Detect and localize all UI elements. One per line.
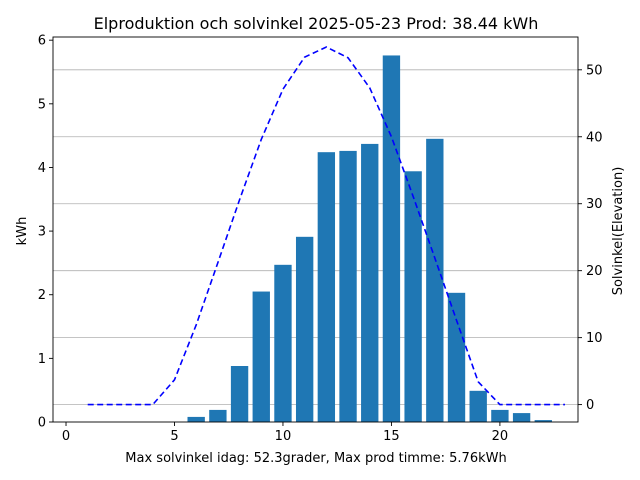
line-layer xyxy=(87,46,565,406)
bar xyxy=(404,171,422,422)
bar xyxy=(447,292,466,422)
grid-layer xyxy=(53,69,578,405)
x-tick-label: 0 xyxy=(62,429,70,444)
chart-title: Elproduktion och solvinkel 2025-05-23 Pr… xyxy=(94,14,539,33)
x-axis-label: Max solvinkel idag: 52.3grader, Max prod… xyxy=(125,451,506,466)
y-tick-label: 1 xyxy=(38,352,46,367)
bar xyxy=(469,390,487,422)
y2-tick-label: 50 xyxy=(586,63,603,78)
y2-axis-label: Solvinkel(Elevation) xyxy=(611,167,626,296)
bar-layer xyxy=(187,55,552,423)
y2-tick-label: 30 xyxy=(586,197,603,212)
y2-tick-label: 40 xyxy=(586,130,603,145)
elevation-line xyxy=(87,46,565,406)
bar xyxy=(317,152,336,422)
x-tick-label: 20 xyxy=(492,429,509,444)
y2-tick-label: 10 xyxy=(586,331,603,346)
y-tick-label: 6 xyxy=(38,34,46,49)
x-tick-label: 10 xyxy=(275,429,292,444)
bar xyxy=(274,264,292,422)
axis-layer: 0 5 10 15 20 0 1 2 3 4 5 6 0 10 20 30 40 50 xyxy=(38,34,603,444)
bar xyxy=(361,143,379,422)
bar xyxy=(339,150,357,422)
x-tick-label: 15 xyxy=(383,429,400,444)
y-tick-label: 5 xyxy=(38,97,46,112)
bar xyxy=(491,409,509,422)
bar xyxy=(426,138,444,422)
bar xyxy=(382,55,401,423)
bar xyxy=(252,291,270,422)
y-tick-label: 2 xyxy=(38,288,46,303)
y2-tick-label: 0 xyxy=(586,398,594,413)
bar xyxy=(534,420,552,422)
bar xyxy=(209,409,227,422)
x-tick-label: 5 xyxy=(170,429,178,444)
y-axis-label: kWh xyxy=(15,217,30,246)
bar xyxy=(187,416,205,422)
y2-tick-label: 20 xyxy=(586,264,603,279)
bar xyxy=(230,366,249,422)
y-tick-label: 4 xyxy=(38,161,46,176)
plot-frame xyxy=(52,36,579,423)
bar xyxy=(295,236,314,422)
y-tick-label: 3 xyxy=(38,225,46,240)
bar xyxy=(512,413,531,422)
y-tick-label: 0 xyxy=(38,416,46,431)
